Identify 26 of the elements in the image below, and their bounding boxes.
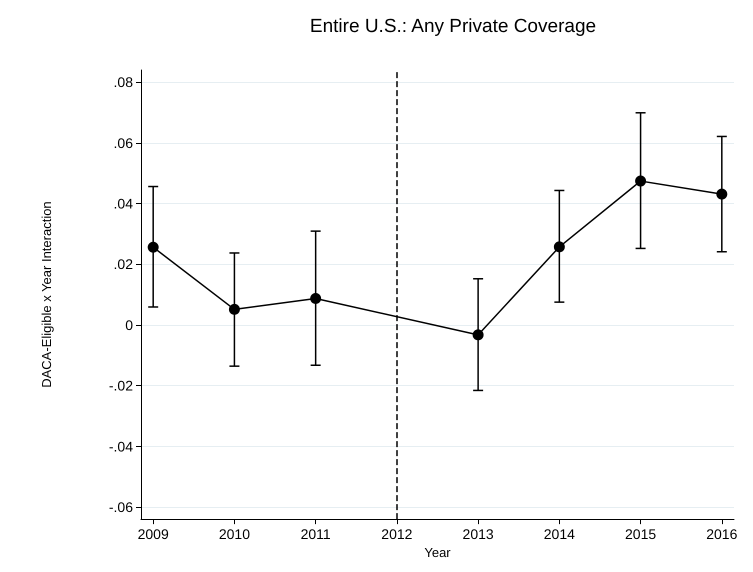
x-axis-title: Year xyxy=(424,545,452,560)
point xyxy=(554,241,565,252)
y-tick-label: .02 xyxy=(114,256,134,272)
y-tick-label: .08 xyxy=(114,74,134,90)
point xyxy=(310,292,322,304)
x-tick-label: 2012 xyxy=(381,526,413,542)
x-tick-label: 2011 xyxy=(300,526,331,542)
point xyxy=(716,188,728,200)
point xyxy=(635,176,646,187)
y-axis-title: DACA-Eligible x Year Interaction xyxy=(39,201,54,388)
x-tick-label: 2016 xyxy=(706,526,738,542)
point xyxy=(472,329,484,340)
x-tick-label: 2009 xyxy=(138,526,169,542)
y-tick-label: -.02 xyxy=(108,378,134,394)
point xyxy=(148,242,159,253)
y-tick-label: 0 xyxy=(125,316,134,333)
x-tick-label: 2013 xyxy=(462,526,494,542)
x-tick-label: 2014 xyxy=(544,526,576,542)
y-tick-label: .06 xyxy=(114,134,134,151)
point xyxy=(228,304,240,315)
x-tick-label: 2010 xyxy=(218,526,250,542)
y-tick-label: -.04 xyxy=(108,438,134,454)
y-tick-label: -.06 xyxy=(108,498,134,515)
x-tick-label: 2015 xyxy=(625,526,656,542)
y-tick-label: .04 xyxy=(114,196,134,212)
chart-title: Entire U.S.: Any Private Coverage xyxy=(310,16,596,37)
